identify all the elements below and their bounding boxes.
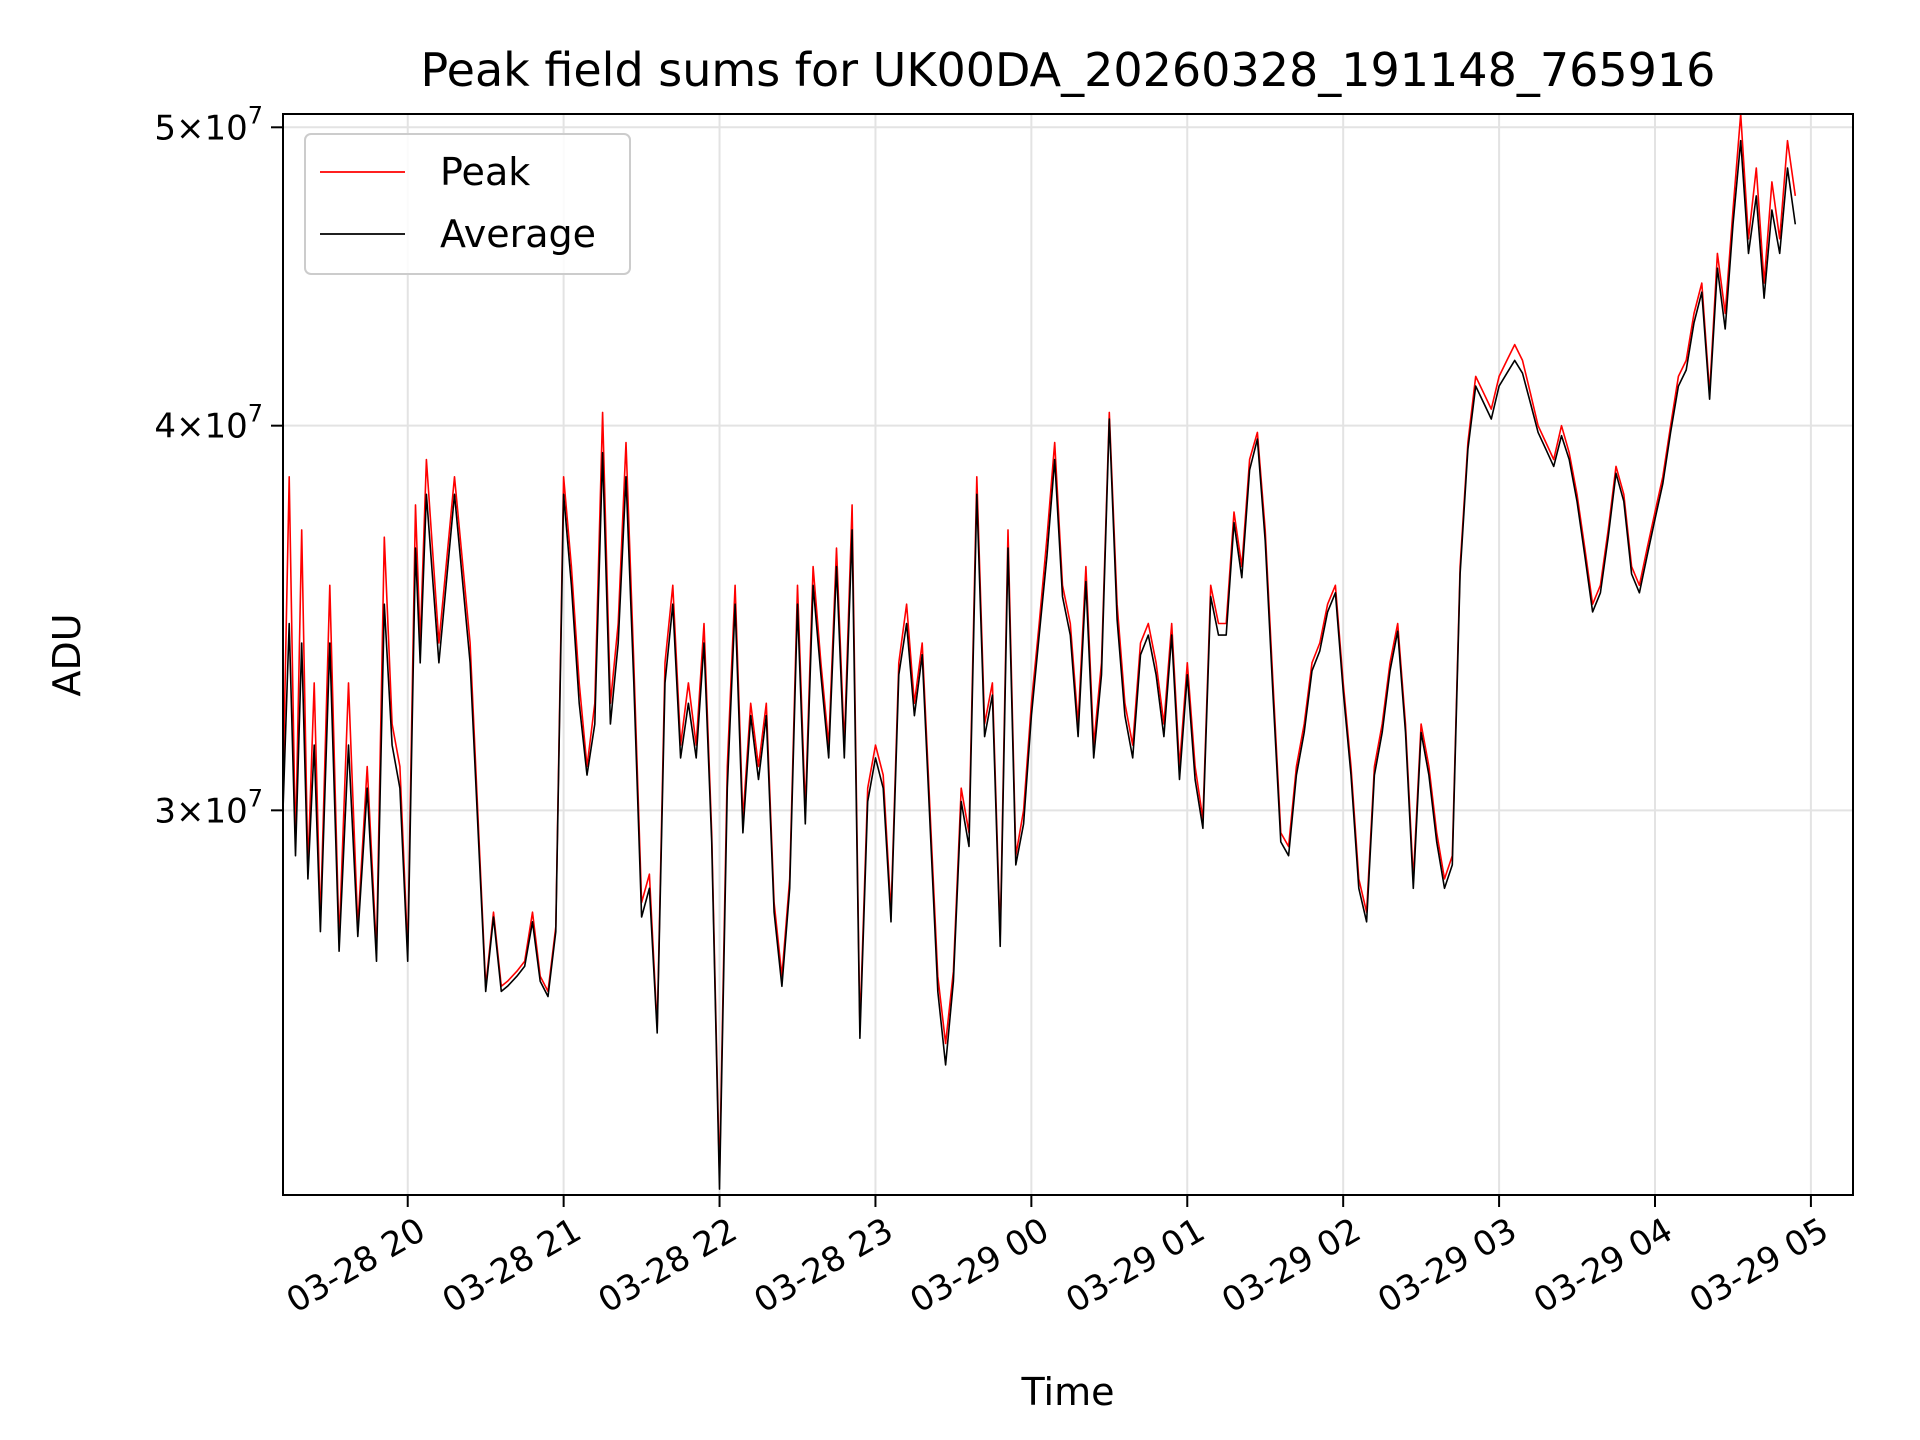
chart-title: Peak field sums for UK00DA_20260328_1911… [421, 43, 1716, 97]
grid [283, 114, 1853, 1195]
legend: Peak Average [304, 133, 631, 275]
y-tick-label: 3×107 [154, 784, 263, 831]
legend-label-average: Average [440, 212, 596, 256]
y-tick-times: ×10 [176, 407, 248, 447]
y-tick-times: ×10 [176, 108, 248, 148]
series-line-average [282, 139, 1797, 1190]
y-axis-label: ADU [45, 613, 89, 696]
y-tick-mantissa: 5 [154, 108, 176, 148]
y-tick-label: 5×107 [154, 101, 263, 148]
y-tick-label: 4×107 [154, 400, 263, 447]
plot-frame [282, 113, 1854, 1196]
legend-box [304, 133, 631, 275]
series-layer [282, 113, 1797, 1190]
y-tick-mantissa: 4 [154, 407, 176, 447]
y-tick-mantissa: 3 [154, 791, 176, 831]
y-tick-exponent: 7 [248, 101, 263, 129]
x-axis-label: Time [1021, 1370, 1115, 1414]
y-tick-exponent: 7 [248, 400, 263, 428]
legend-label-peak: Peak [440, 150, 530, 194]
y-tick-times: ×10 [176, 791, 248, 831]
y-tick-exponent: 7 [248, 784, 263, 812]
